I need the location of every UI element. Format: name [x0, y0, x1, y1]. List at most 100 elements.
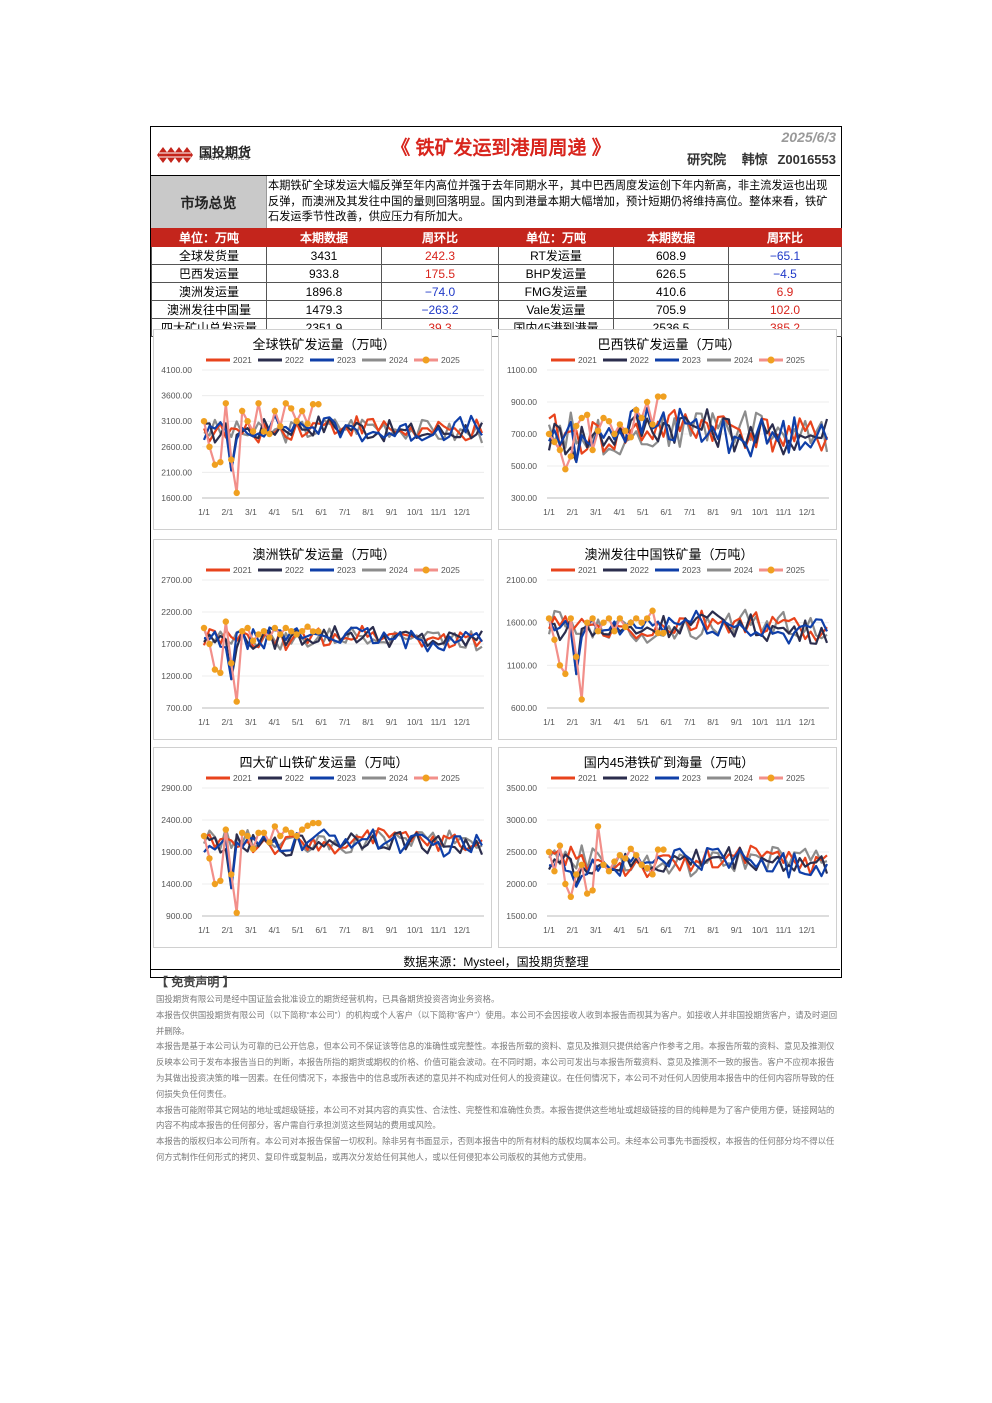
data-point-2025: [567, 615, 575, 622]
data-point-2025: [238, 829, 246, 836]
legend-label: 2025: [786, 773, 805, 783]
legend-item: 2023: [310, 565, 356, 575]
x-tick-label: 11/1: [431, 925, 447, 935]
y-tick-label: 1200.00: [161, 671, 192, 681]
x-tick-label: 3/1: [590, 717, 602, 727]
chart-title: 四大矿山铁矿发运量（万吨）: [239, 755, 408, 770]
table-header: 单位：万吨: [151, 228, 267, 247]
data-point-2025: [562, 880, 569, 888]
x-tick-label: 4/1: [268, 717, 280, 727]
table-cell-change: −4.5: [728, 264, 842, 283]
data-point-2025: [244, 624, 251, 632]
table-cell-change: 242.3: [381, 246, 499, 265]
table-row: 澳洲发往中国量 1479.3 −263.2 Vale发运量 705.9 102.0: [151, 300, 842, 319]
x-tick-label: 6/1: [660, 925, 672, 935]
data-point-2025: [660, 393, 667, 400]
legend-item: 2021: [551, 355, 597, 365]
y-tick-label: 900.00: [511, 397, 537, 407]
data-point-2025: [271, 823, 279, 830]
data-point-2025: [605, 868, 613, 875]
report-page: 国投期货 SDIC FUTURES 《 铁矿发运到港周周递 》 2025/6/3…: [150, 126, 842, 1162]
legend-item: 2022: [258, 565, 304, 575]
x-tick-label: 2/1: [567, 507, 579, 517]
legend-item: 2024: [707, 565, 753, 575]
data-point-2025: [573, 422, 580, 430]
legend-label: 2021: [578, 565, 597, 575]
data-point-2025: [217, 669, 224, 676]
x-tick-label: 1/1: [198, 717, 210, 727]
table-row: 巴西发运量 933.8 175.5 BHP发运量 626.5 −4.5: [151, 264, 842, 283]
x-tick-label: 10/1: [752, 717, 769, 727]
table-cell-value: 608.9: [613, 246, 729, 265]
data-point-2025: [616, 615, 624, 622]
x-tick-label: 3/1: [590, 925, 602, 935]
data-point-2025: [304, 623, 311, 630]
x-tick-label: 11/1: [431, 507, 447, 517]
report-title: 《 铁矿发运到港周周递 》: [391, 138, 611, 159]
disclaimer-paragraph: 本报告的版权归本公司所有。本公司对本报告保留一切权利。除非另有书面显示，否则本报…: [156, 1136, 835, 1162]
legend-label: 2025: [441, 773, 460, 783]
chart-big-four-shipments: 四大矿山铁矿发运量（万吨） 2021 2022 2023 2024 2025 900.00 1…: [153, 747, 492, 948]
legend-label: 2025: [786, 565, 805, 575]
data-point-2025: [562, 466, 569, 473]
data-point-2025: [206, 443, 213, 450]
data-point-2025: [611, 430, 618, 438]
data-point-2025: [277, 423, 284, 430]
x-tick-label: 7/1: [684, 507, 696, 517]
x-tick-label: 7/1: [339, 925, 351, 935]
legend-item: 2022: [258, 773, 304, 783]
data-point-2025: [260, 428, 268, 435]
x-tick-label: 8/1: [707, 507, 719, 517]
legend-label: 2022: [630, 773, 649, 783]
report-date: 2025/6/3: [781, 129, 837, 145]
y-tick-label: 1500.00: [506, 911, 537, 921]
y-tick-label: 3500.00: [506, 783, 537, 793]
legend-label: 2025: [786, 355, 805, 365]
y-tick-label: 2400.00: [161, 815, 192, 825]
chart-title: 澳洲铁矿发运量（万吨）: [252, 547, 395, 562]
series-line-2025: [547, 608, 664, 700]
data-point-2025: [298, 826, 306, 833]
data-point-2025: [271, 624, 279, 632]
data-point-2025: [244, 832, 251, 840]
data-point-2025: [594, 823, 602, 830]
data-point-2025: [654, 846, 662, 853]
x-tick-label: 9/1: [386, 717, 398, 727]
data-point-2025: [315, 401, 322, 408]
legend-item: 2022: [603, 773, 649, 783]
data-point-2025: [611, 858, 618, 865]
legend-label: 2024: [734, 773, 753, 783]
table-cell-value: 626.5: [613, 264, 729, 283]
x-tick-label: 10/1: [752, 507, 769, 517]
y-tick-label: 300.00: [511, 493, 537, 503]
x-tick-label: 9/1: [731, 507, 743, 517]
legend-label: 2024: [734, 355, 753, 365]
data-point-2025: [616, 852, 624, 859]
legend-item: 2022: [258, 355, 304, 365]
data-point-2025: [255, 631, 262, 638]
y-tick-label: 1700.00: [161, 639, 192, 649]
table-cell-change: 102.0: [728, 300, 842, 319]
chart-brazil-shipments: 巴西铁矿发运量（万吨） 2021 2022 2023 2024 2025 300.00 500…: [498, 329, 837, 530]
data-point-2025: [562, 670, 569, 678]
x-tick-label: 2/1: [222, 507, 234, 517]
data-point-2025: [228, 871, 235, 878]
y-tick-label: 900.00: [166, 911, 192, 921]
series-line-2023: [202, 414, 483, 472]
series-line-2025: [202, 401, 319, 494]
y-tick-label: 1600.00: [161, 493, 192, 503]
legend-item: 2025: [759, 565, 805, 575]
legend-label: 2025: [441, 355, 460, 365]
overview-text: 本期铁矿全球发运大幅反弹至年内高位并强于去年同期水平，其中巴西周度发运创下年内新…: [268, 180, 828, 223]
chart-svg: 澳洲铁矿发运量（万吨）2021 2022 2023 2024 2025 700.00 120…: [161, 547, 484, 727]
x-tick-label: 10/1: [407, 717, 424, 727]
data-point-2025: [228, 660, 235, 667]
x-tick-label: 7/1: [684, 717, 696, 727]
data-point-2025: [228, 456, 235, 463]
x-tick-label: 12/1: [454, 717, 471, 727]
x-tick-label: 7/1: [339, 507, 351, 517]
legend-label: 2022: [285, 773, 304, 783]
table-cell-value: 933.8: [266, 264, 382, 283]
table-header: 本期数据: [613, 228, 729, 247]
data-point-2025: [238, 628, 246, 635]
